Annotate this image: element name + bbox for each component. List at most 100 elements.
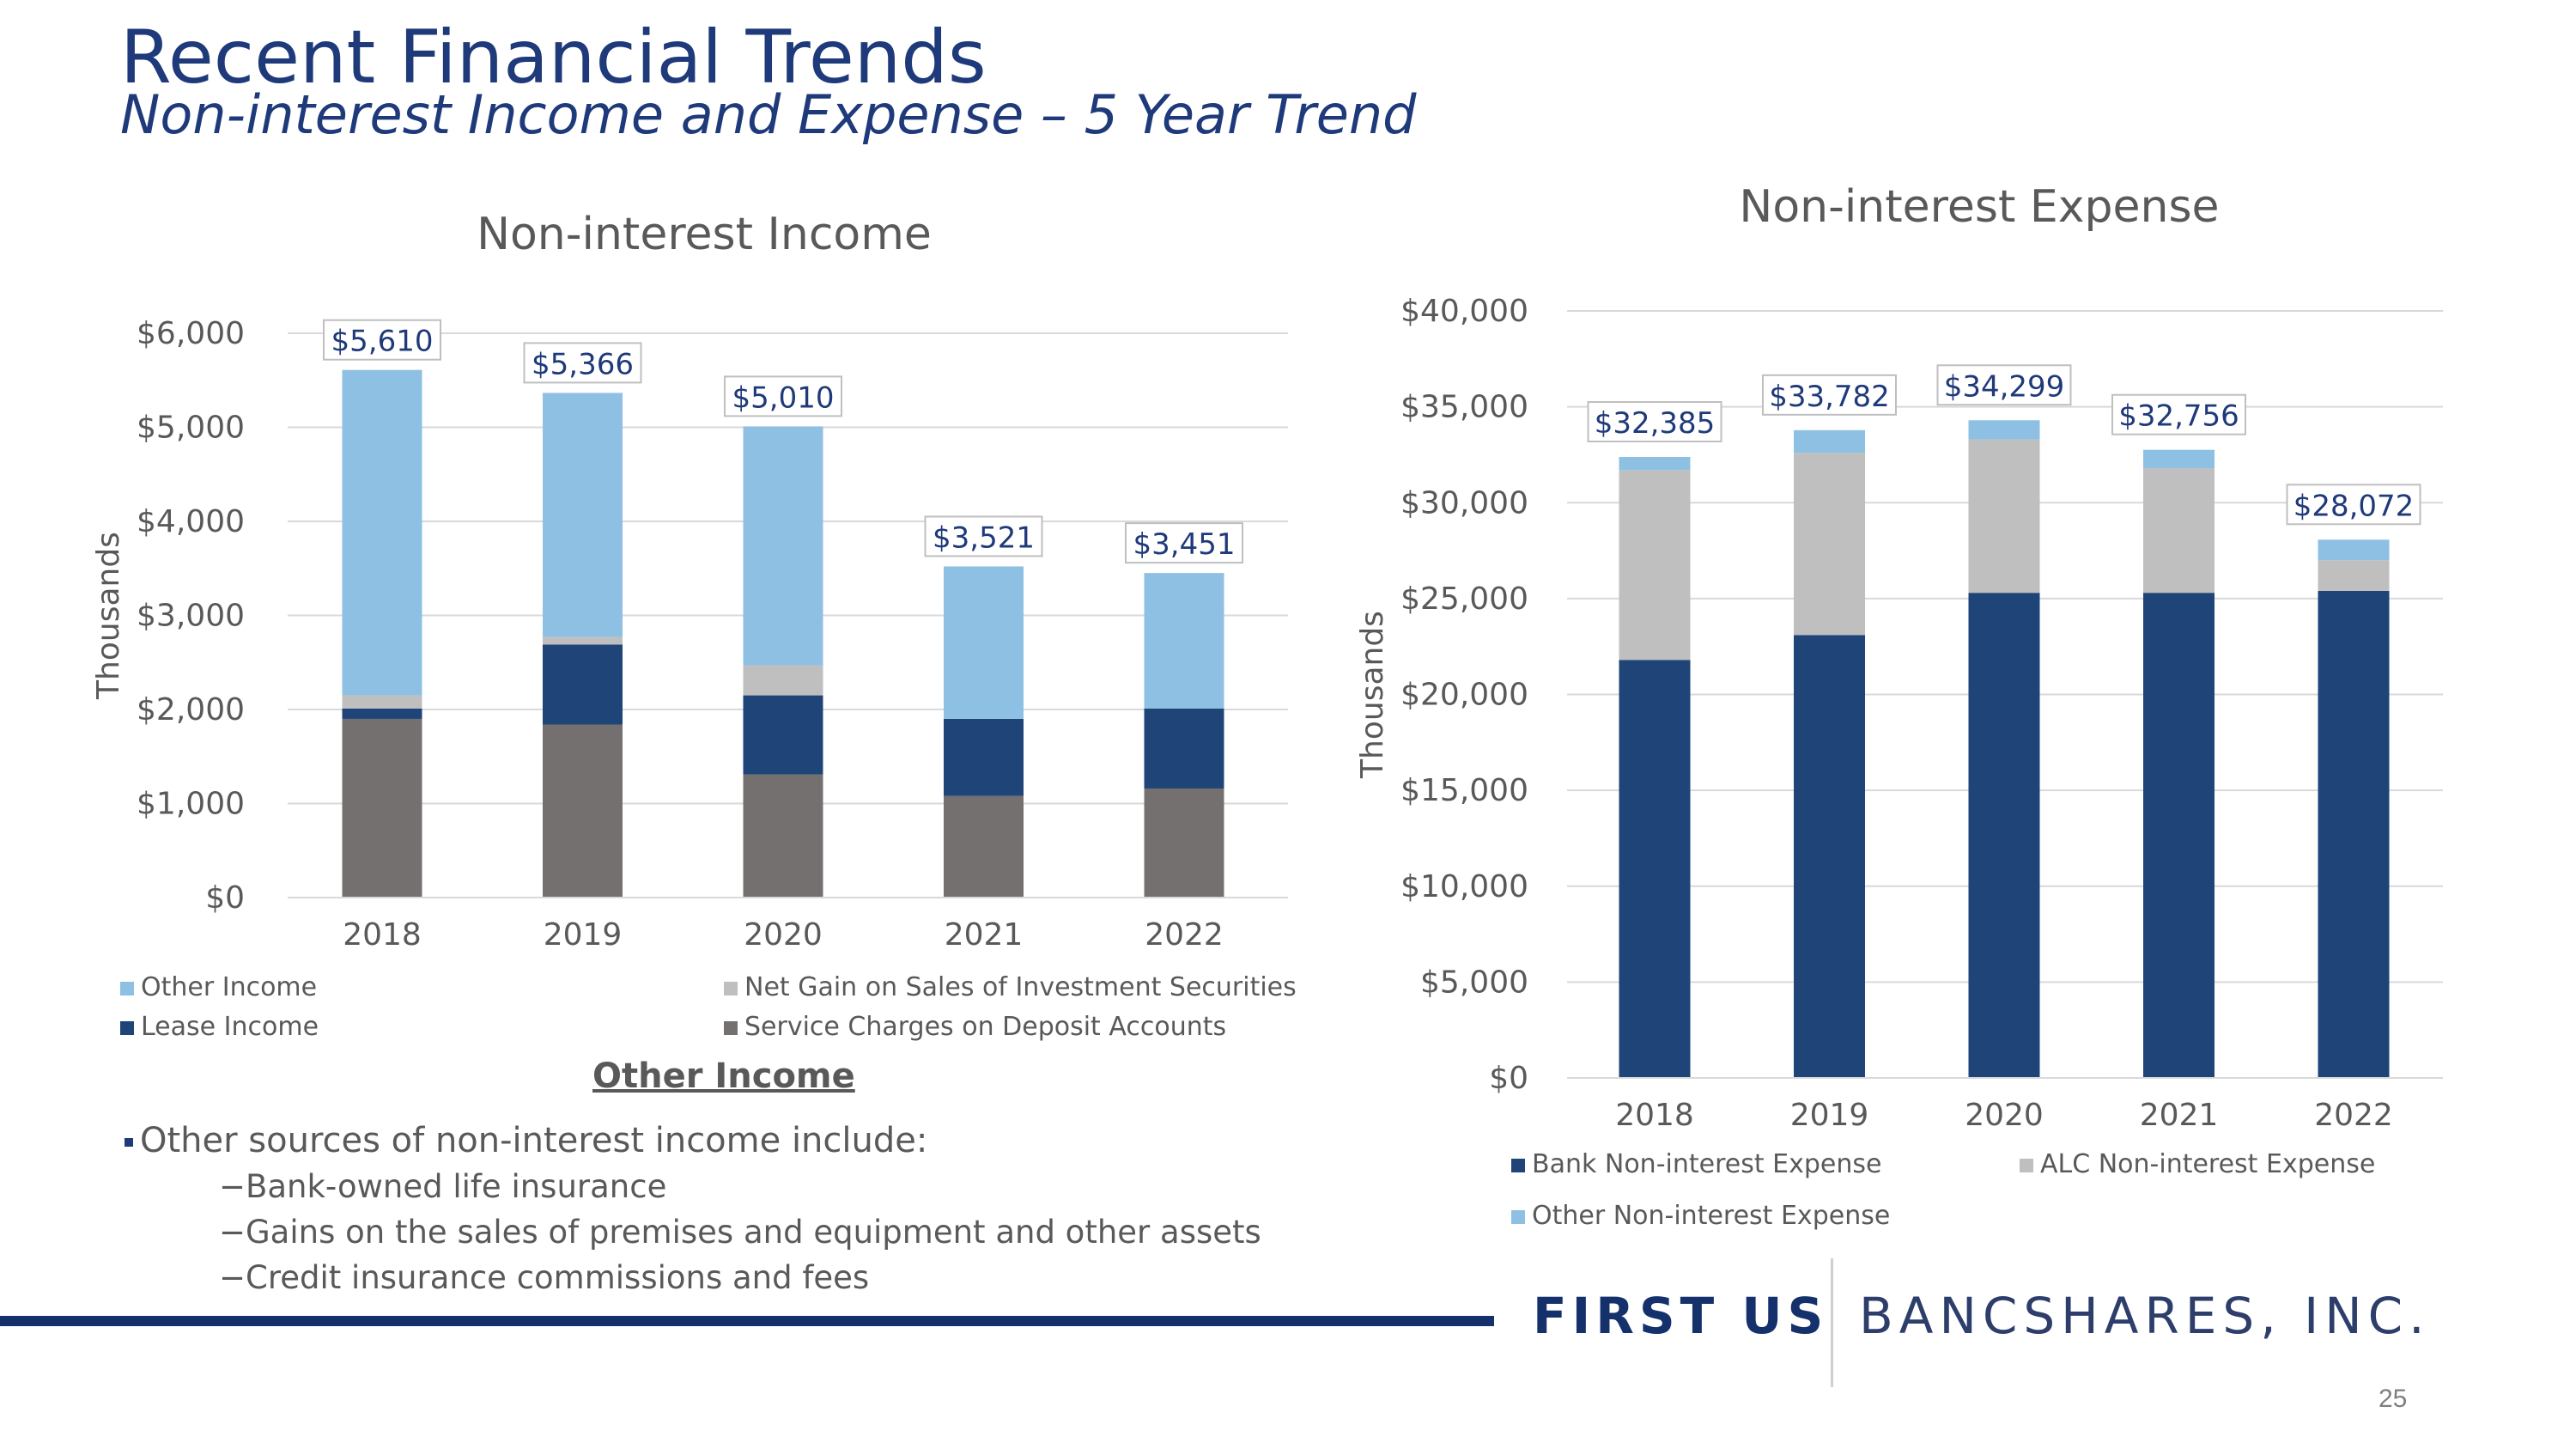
legend-label: Other Income — [141, 972, 318, 1002]
bar-segment — [743, 426, 823, 666]
y-tick-label: $5,000 — [137, 411, 245, 446]
y-tick-label: $5,000 — [1420, 965, 1528, 1000]
data-label: $3,451 — [1133, 527, 1236, 562]
legend-swatch — [724, 1020, 738, 1035]
bar-segment — [1144, 788, 1224, 898]
data-label: $32,385 — [1595, 406, 1716, 441]
legend-item-alc-expense: ALC Non-interest Expense — [2020, 1149, 2375, 1179]
data-label-box — [724, 375, 842, 417]
legend-swatch — [120, 1020, 134, 1035]
bar-segment — [1619, 660, 1691, 1078]
data-label-box — [1936, 364, 2072, 406]
bar-segment — [743, 695, 823, 775]
legend-swatch — [1511, 1209, 1525, 1224]
y-tick-label: $0 — [205, 880, 245, 916]
y-tick-label: $15,000 — [1400, 773, 1528, 808]
legend-label: Service Charges on Deposit Accounts — [744, 1012, 1227, 1042]
y-tick-label: $25,000 — [1400, 581, 1528, 617]
bar-segment — [342, 369, 422, 696]
legend-item-bank-expense: Bank Non-interest Expense — [1511, 1149, 1881, 1179]
bar-segment — [1794, 635, 1865, 1078]
y-tick-label: $3,000 — [137, 599, 245, 634]
bar-segment — [1968, 593, 2040, 1078]
y-tick-label: $35,000 — [1400, 390, 1528, 425]
bar-segment — [1144, 708, 1224, 788]
legend-swatch — [120, 981, 134, 995]
bar-segment — [743, 774, 823, 898]
footer-rule — [0, 1316, 1494, 1326]
bar-segment — [944, 795, 1024, 898]
data-label-box — [323, 319, 441, 361]
income-chart: Non-interest Income $0 $1,000 $2,000 $3,000 $… — [91, 209, 1288, 953]
bar-segment — [1968, 420, 2040, 440]
bullet-square-icon — [125, 1138, 133, 1147]
legend-swatch — [724, 981, 738, 995]
data-label-box — [924, 515, 1043, 557]
bar-segment — [543, 636, 623, 645]
data-label-box — [1587, 401, 1722, 443]
bar-segment — [543, 644, 623, 725]
expense-chart: Non-interest Expense $0 $5,000 $10,000 $15,0… — [1355, 181, 2443, 1133]
bar-segment — [1794, 429, 1865, 454]
brand-logo-bold: FIRST US — [1533, 1287, 1829, 1345]
slide-subtitle: Non-interest Income and Expense – 5 Year… — [120, 83, 1417, 146]
bar-segment — [543, 724, 623, 898]
y-axis-label: Thousands — [1355, 611, 1390, 779]
data-label: $34,299 — [1944, 369, 2065, 404]
data-label-box — [2286, 484, 2421, 526]
y-tick-label: $2,000 — [137, 692, 245, 728]
legend-label: Net Gain on Sales of Investment Securiti… — [744, 972, 1297, 1002]
bar-segment — [944, 566, 1024, 719]
bar-segment — [342, 718, 422, 898]
bar-segment — [1144, 573, 1224, 709]
x-tick-label: 2020 — [1965, 1098, 2044, 1133]
x-tick-label: 2022 — [1145, 917, 1224, 953]
x-tick-label: 2018 — [1615, 1098, 1694, 1133]
data-label: $28,072 — [2293, 489, 2415, 523]
other-income-heading: Other Income — [592, 1056, 855, 1096]
bar-segment — [2318, 539, 2390, 561]
x-tick-label: 2019 — [1790, 1098, 1869, 1133]
page-number: 25 — [2379, 1385, 2408, 1413]
bar-segment — [2143, 593, 2215, 1078]
legend-swatch — [2020, 1158, 2033, 1172]
y-tick-label: $10,000 — [1400, 869, 1528, 904]
bar-segment — [2143, 449, 2215, 469]
y-tick-label: $6,000 — [137, 316, 245, 351]
legend-label: Bank Non-interest Expense — [1532, 1149, 1882, 1179]
data-label: $33,782 — [1769, 380, 1890, 414]
sub-bullet: −Bank-owned life insurance — [219, 1168, 667, 1205]
data-label: $5,010 — [732, 381, 835, 415]
bar-segment — [1794, 453, 1865, 636]
data-label: $3,521 — [933, 521, 1035, 555]
slide-title: Recent Financial Trends — [120, 15, 987, 100]
data-label: $5,366 — [532, 347, 634, 381]
sub-bullet: −Credit insurance commissions and fees — [219, 1259, 870, 1296]
bullet-main-text: Other sources of non-interest income inc… — [140, 1121, 928, 1160]
legend-label: Lease Income — [141, 1012, 319, 1042]
bar-segment — [342, 695, 422, 709]
legend-item-other-expense: Other Non-interest Expense — [1511, 1201, 1890, 1231]
x-tick-label: 2022 — [2314, 1098, 2393, 1133]
other-income-bullets: Other sources of non-interest income inc… — [125, 1121, 1261, 1296]
y-tick-label: $40,000 — [1400, 294, 1528, 329]
legend-item-other-income: Other Income — [120, 972, 317, 1002]
y-tick-label: $30,000 — [1400, 485, 1528, 521]
data-label-box — [1762, 374, 1897, 416]
x-tick-label: 2020 — [744, 917, 823, 953]
legend-item-service-charges: Service Charges on Deposit Accounts — [724, 1012, 1226, 1042]
y-tick-label: $4,000 — [137, 504, 245, 539]
bar-segment — [1619, 470, 1691, 661]
legend-label: ALC Non-interest Expense — [2040, 1149, 2376, 1179]
bar-segment — [342, 708, 422, 719]
bar-segment — [1619, 457, 1691, 471]
legend-item-lease-income: Lease Income — [120, 1012, 319, 1042]
chart-title: Non-interest Income — [477, 209, 932, 260]
sub-bullet: −Gains on the sales of premises and equi… — [219, 1214, 1261, 1251]
bar-segment — [2318, 560, 2390, 591]
x-tick-label: 2021 — [2140, 1098, 2219, 1133]
data-label-box — [1125, 522, 1243, 564]
legend-label: Other Non-interest Expense — [1532, 1201, 1891, 1231]
bar-segment — [944, 718, 1024, 796]
y-tick-label: $20,000 — [1400, 678, 1528, 713]
